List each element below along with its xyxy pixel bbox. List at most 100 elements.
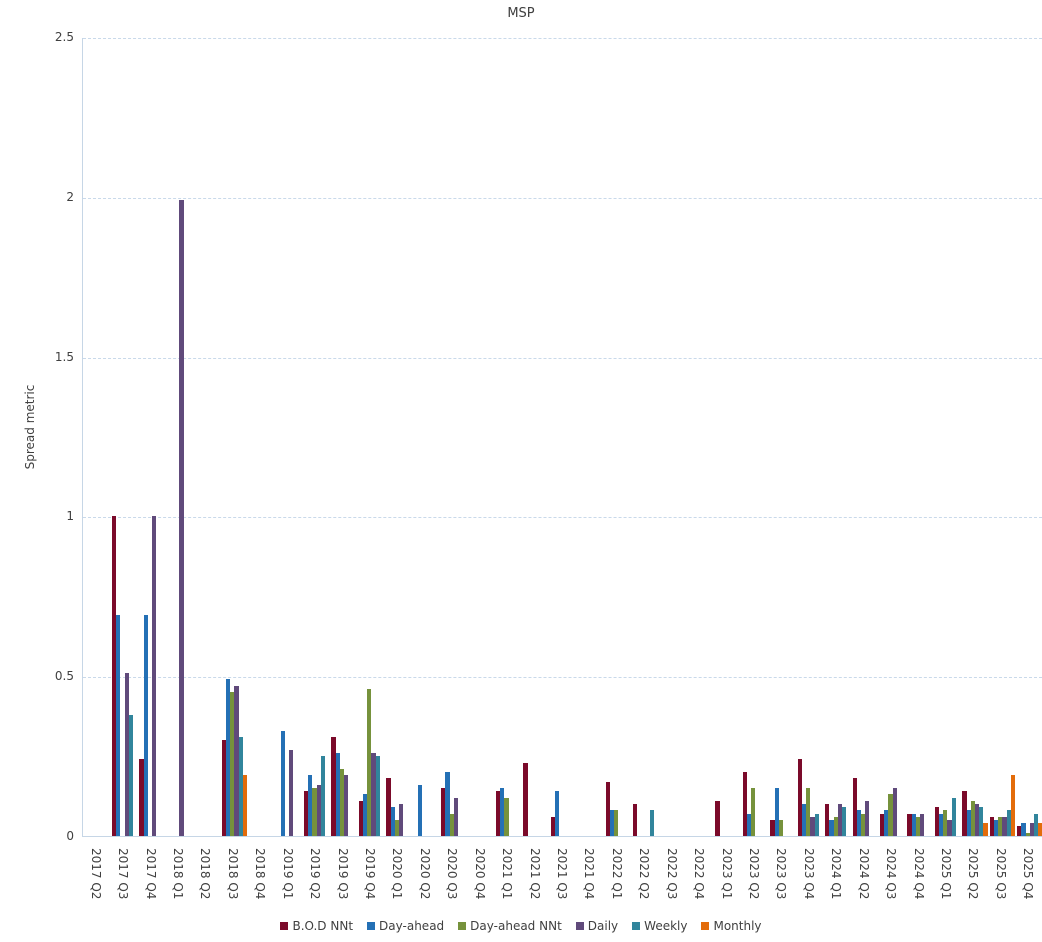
bar bbox=[770, 820, 775, 836]
x-tick-label: 2019 Q1 bbox=[280, 848, 295, 900]
x-tick-label: 2024 Q3 bbox=[884, 848, 899, 900]
bar bbox=[841, 807, 847, 836]
bar bbox=[993, 820, 999, 836]
bar bbox=[124, 673, 129, 836]
bar bbox=[112, 516, 117, 836]
bar bbox=[951, 797, 956, 836]
bar bbox=[500, 788, 505, 836]
y-tick-label: 2.5 bbox=[54, 30, 74, 44]
bar bbox=[962, 791, 967, 836]
x-tick-label: 2021 Q3 bbox=[555, 848, 569, 900]
gridline bbox=[83, 197, 1042, 199]
bar bbox=[943, 810, 948, 836]
x-tick-label: 2022 Q1 bbox=[609, 848, 624, 900]
bar bbox=[1006, 810, 1011, 836]
bar bbox=[852, 778, 857, 836]
bar bbox=[970, 800, 975, 836]
gridline bbox=[83, 38, 1042, 39]
bar bbox=[312, 788, 317, 836]
bar bbox=[915, 816, 921, 836]
bar bbox=[116, 615, 121, 836]
y-axis-title: Spread metric bbox=[23, 384, 37, 470]
bar bbox=[504, 797, 509, 836]
bar bbox=[974, 804, 980, 836]
bar bbox=[911, 813, 916, 836]
legend-swatch-icon bbox=[575, 922, 584, 930]
x-tick-label: 2022 Q2 bbox=[637, 848, 652, 900]
x-tick-label: 2025 Q1 bbox=[939, 848, 953, 900]
bar bbox=[221, 740, 226, 836]
x-tick-label: 2021 Q4 bbox=[582, 848, 597, 900]
x-tick-label: 2018 Q4 bbox=[253, 848, 268, 900]
legend-item: Day-ahead NNt bbox=[458, 919, 562, 933]
bar bbox=[331, 736, 336, 836]
x-tick-label: 2023 Q1 bbox=[719, 848, 734, 900]
bar bbox=[1017, 826, 1022, 836]
bar bbox=[375, 756, 380, 836]
x-tick-label: 2020 Q1 bbox=[390, 848, 405, 900]
bar bbox=[747, 813, 752, 836]
y-tick-label: 1.5 bbox=[54, 349, 74, 364]
chart-title: MSP bbox=[507, 6, 535, 21]
bar bbox=[797, 759, 802, 836]
legend-swatch-icon bbox=[458, 922, 467, 930]
bar bbox=[861, 813, 866, 836]
x-tick-label: 2025 Q2 bbox=[966, 848, 981, 900]
bar bbox=[633, 804, 638, 836]
bar bbox=[1038, 823, 1042, 836]
x-tick-label: 2018 Q1 bbox=[171, 848, 185, 900]
bar bbox=[934, 807, 940, 836]
x-tick-label: 2017 Q4 bbox=[143, 848, 158, 900]
legend-item: B.O.D NNt bbox=[280, 919, 353, 933]
bar bbox=[496, 791, 501, 836]
bar bbox=[234, 685, 239, 836]
bar bbox=[280, 730, 285, 836]
x-tick-label: 2022 Q3 bbox=[664, 848, 679, 900]
x-tick-label: 2017 Q3 bbox=[116, 848, 131, 900]
bar bbox=[386, 778, 391, 836]
x-tick-label: 2024 Q2 bbox=[856, 848, 871, 900]
bar bbox=[888, 794, 893, 836]
bar bbox=[810, 816, 815, 836]
bar bbox=[833, 816, 838, 836]
bar bbox=[605, 781, 610, 836]
legend-swatch-icon bbox=[280, 922, 289, 930]
x-tick-label: 2019 Q3 bbox=[335, 848, 350, 900]
bar bbox=[441, 788, 446, 836]
bar bbox=[778, 820, 783, 836]
bar bbox=[829, 820, 834, 836]
bar bbox=[304, 791, 309, 836]
gridline bbox=[83, 357, 1042, 359]
x-tick-label: 2020 Q3 bbox=[445, 848, 460, 900]
x-tick-label: 2018 Q3 bbox=[225, 848, 240, 900]
bar bbox=[523, 762, 528, 836]
bar bbox=[417, 784, 423, 836]
x-tick-label: 2023 Q2 bbox=[747, 848, 761, 900]
bar bbox=[242, 775, 247, 836]
bar bbox=[394, 820, 399, 836]
x-tick-label: 2025 Q3 bbox=[993, 848, 1008, 900]
legend-label: Day-ahead NNt bbox=[470, 919, 562, 933]
x-tick-label: 2020 Q4 bbox=[472, 848, 487, 900]
bar bbox=[837, 804, 842, 836]
legend-label: Weekly bbox=[644, 919, 688, 933]
bar bbox=[449, 813, 454, 836]
bar bbox=[152, 516, 157, 836]
x-tick-label: 2021 Q1 bbox=[500, 848, 515, 900]
bar bbox=[316, 784, 321, 836]
y-tick-label: 0 bbox=[66, 829, 74, 843]
bar bbox=[998, 816, 1003, 836]
bar bbox=[966, 810, 971, 836]
bar bbox=[1010, 775, 1015, 836]
bar bbox=[1029, 823, 1034, 836]
legend: B.O.D NNt Day-ahead Day-ahead NNt Daily Week… bbox=[0, 919, 1042, 933]
bar bbox=[814, 813, 819, 836]
bar bbox=[390, 807, 395, 836]
legend-label: B.O.D NNt bbox=[292, 919, 354, 933]
y-tick-label: 0.5 bbox=[54, 669, 74, 684]
bar bbox=[398, 804, 404, 836]
bar bbox=[825, 804, 830, 836]
x-tick-label: 2024 Q4 bbox=[911, 848, 926, 900]
bar bbox=[1033, 813, 1039, 836]
gridline bbox=[83, 517, 1042, 519]
